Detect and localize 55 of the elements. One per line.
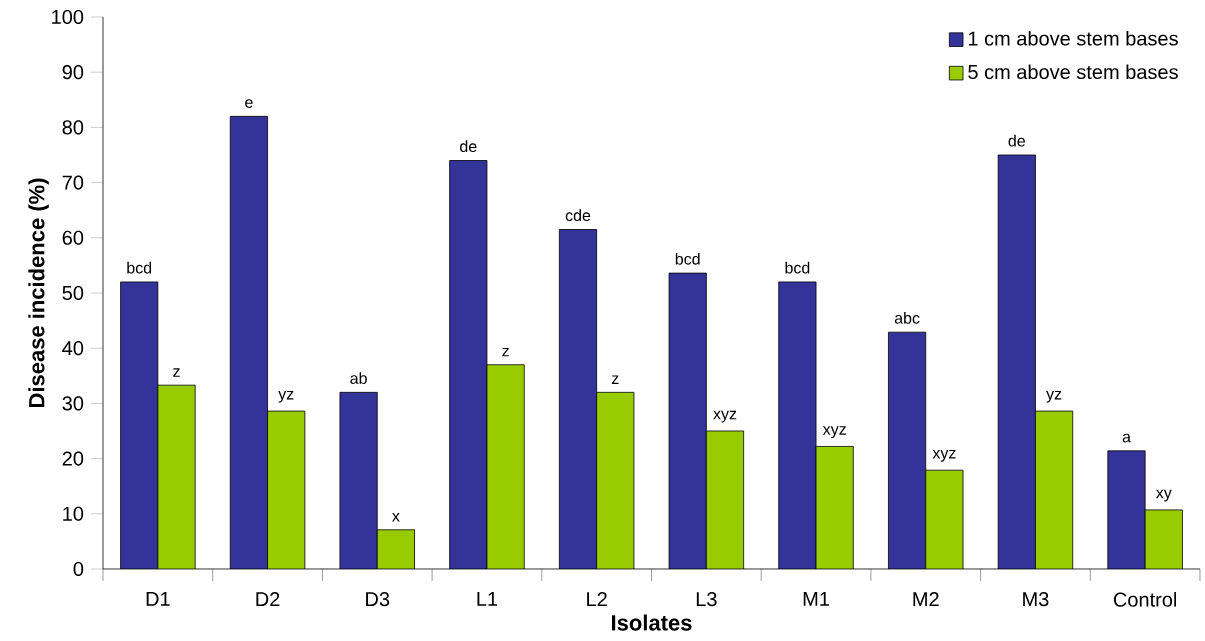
y-tick-label: 60 [62, 230, 84, 245]
annotation: cde [565, 209, 591, 222]
annotation: z [611, 375, 619, 384]
x-tick-label: M3 [1023, 592, 1049, 607]
bar [998, 154, 1036, 569]
annotation: xyz [822, 426, 846, 439]
x-tick-label: L2 [587, 592, 607, 607]
annotation: de [460, 140, 477, 153]
annotation: a [1122, 433, 1131, 443]
y-tick-label: 90 [62, 65, 84, 80]
x-tick-label: D3 [366, 592, 390, 607]
y-axis-title: Disease incidence (%) [28, 178, 49, 408]
annotation: e [245, 99, 253, 108]
y-tick-label: 20 [62, 451, 84, 466]
bar [888, 332, 926, 569]
y-tick-label: 0 [73, 561, 84, 577]
annotation: ab [350, 372, 367, 384]
x-tick-label: L1 [477, 592, 498, 606]
annotation: abc [894, 312, 920, 324]
y-tick-label: 10 [63, 506, 84, 521]
legend-label: 5 cm above stem bases [968, 64, 1178, 80]
y-tick-label: 80 [62, 120, 84, 135]
annotation: bcd [785, 261, 810, 274]
annotation: xy [1155, 489, 1172, 502]
y-tick-label: 50 [62, 285, 84, 301]
x-axis-title: Isolates [612, 614, 692, 631]
bar [778, 281, 817, 569]
x-tick-label: M2 [913, 592, 939, 607]
annotation: yz [1046, 390, 1062, 403]
annotation: bcd [127, 261, 152, 274]
bar [559, 229, 597, 569]
bar [120, 281, 158, 569]
y-tick-label: 30 [62, 396, 84, 411]
y-tick-label: 100 [52, 9, 84, 25]
annotation: xyz [932, 450, 956, 462]
bar [230, 116, 268, 569]
annotation: z [173, 368, 180, 377]
bar [449, 160, 487, 569]
annotation: yz [278, 390, 294, 403]
annotation: xyz [713, 410, 737, 423]
x-tick-label: D1 [146, 592, 170, 606]
bar [669, 273, 707, 569]
bar [339, 392, 378, 569]
x-tick-label: Control [1113, 592, 1177, 607]
annotation: z [502, 347, 509, 357]
y-tick-label: 70 [62, 175, 84, 190]
x-tick-label: L3 [696, 592, 717, 607]
annotation: x [392, 512, 400, 522]
y-tick-label: 40 [62, 341, 84, 356]
bar [1107, 450, 1146, 569]
legend-label: 1 cm above stem bases [968, 30, 1178, 46]
annotation: bcd [675, 252, 700, 265]
x-tick-label: M1 [803, 592, 829, 606]
annotation: de [1008, 134, 1025, 147]
x-tick-label: D2 [256, 592, 280, 607]
